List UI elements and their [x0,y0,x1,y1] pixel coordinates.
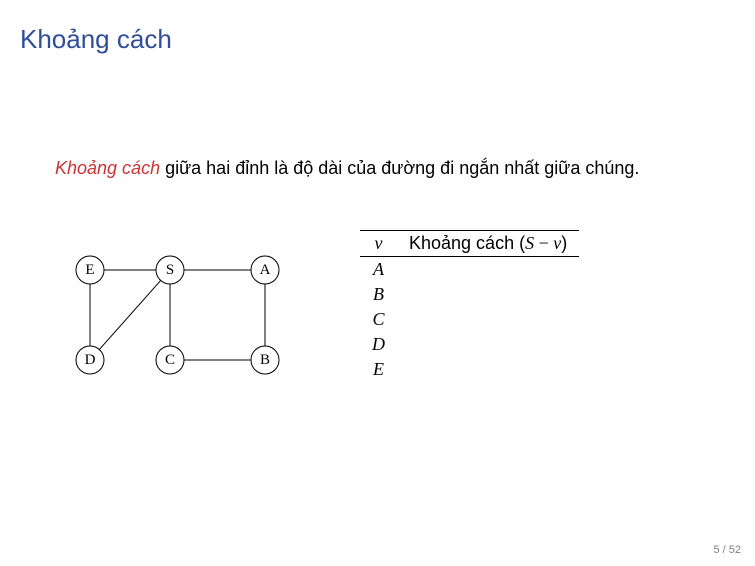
slide-title: Khoảng cách [20,24,172,55]
graph-node-label: D [85,352,96,368]
table-cell-dist [397,332,579,357]
table-cell-dist [397,282,579,307]
graph-node-label: C [165,352,175,368]
table-row: B [360,282,579,307]
table-cell-dist [397,307,579,332]
graph-node-label: S [166,262,174,278]
table-cell-dist [397,357,579,382]
distance-table: v Khoảng cách (S − v) ABCDE [360,230,579,382]
definition-rest: giữa hai đỉnh là độ dài của đường đi ngắ… [160,158,639,178]
page-number: 5 / 52 [713,544,741,556]
table-cell-dist [397,257,579,283]
table-cell-v: D [360,332,397,357]
table-row: A [360,257,579,283]
graph-svg: E S A D C B [70,250,300,390]
table-header-v: v [360,231,397,257]
table-row: D [360,332,579,357]
table-cell-v: C [360,307,397,332]
graph-diagram: E S A D C B [70,250,300,390]
table-row: E [360,357,579,382]
table-row: C [360,307,579,332]
definition-term: Khoảng cách [55,158,160,178]
graph-edge [99,280,160,349]
table-cell-v: B [360,282,397,307]
table-header-dist: Khoảng cách (S − v) [397,231,579,257]
table-cell-v: A [360,257,397,283]
graph-node-label: A [260,262,271,278]
definition-text: Khoảng cách giữa hai đỉnh là độ dài của … [55,155,700,183]
table-cell-v: E [360,357,397,382]
graph-node-label: E [85,262,94,278]
graph-node-label: B [260,352,270,368]
